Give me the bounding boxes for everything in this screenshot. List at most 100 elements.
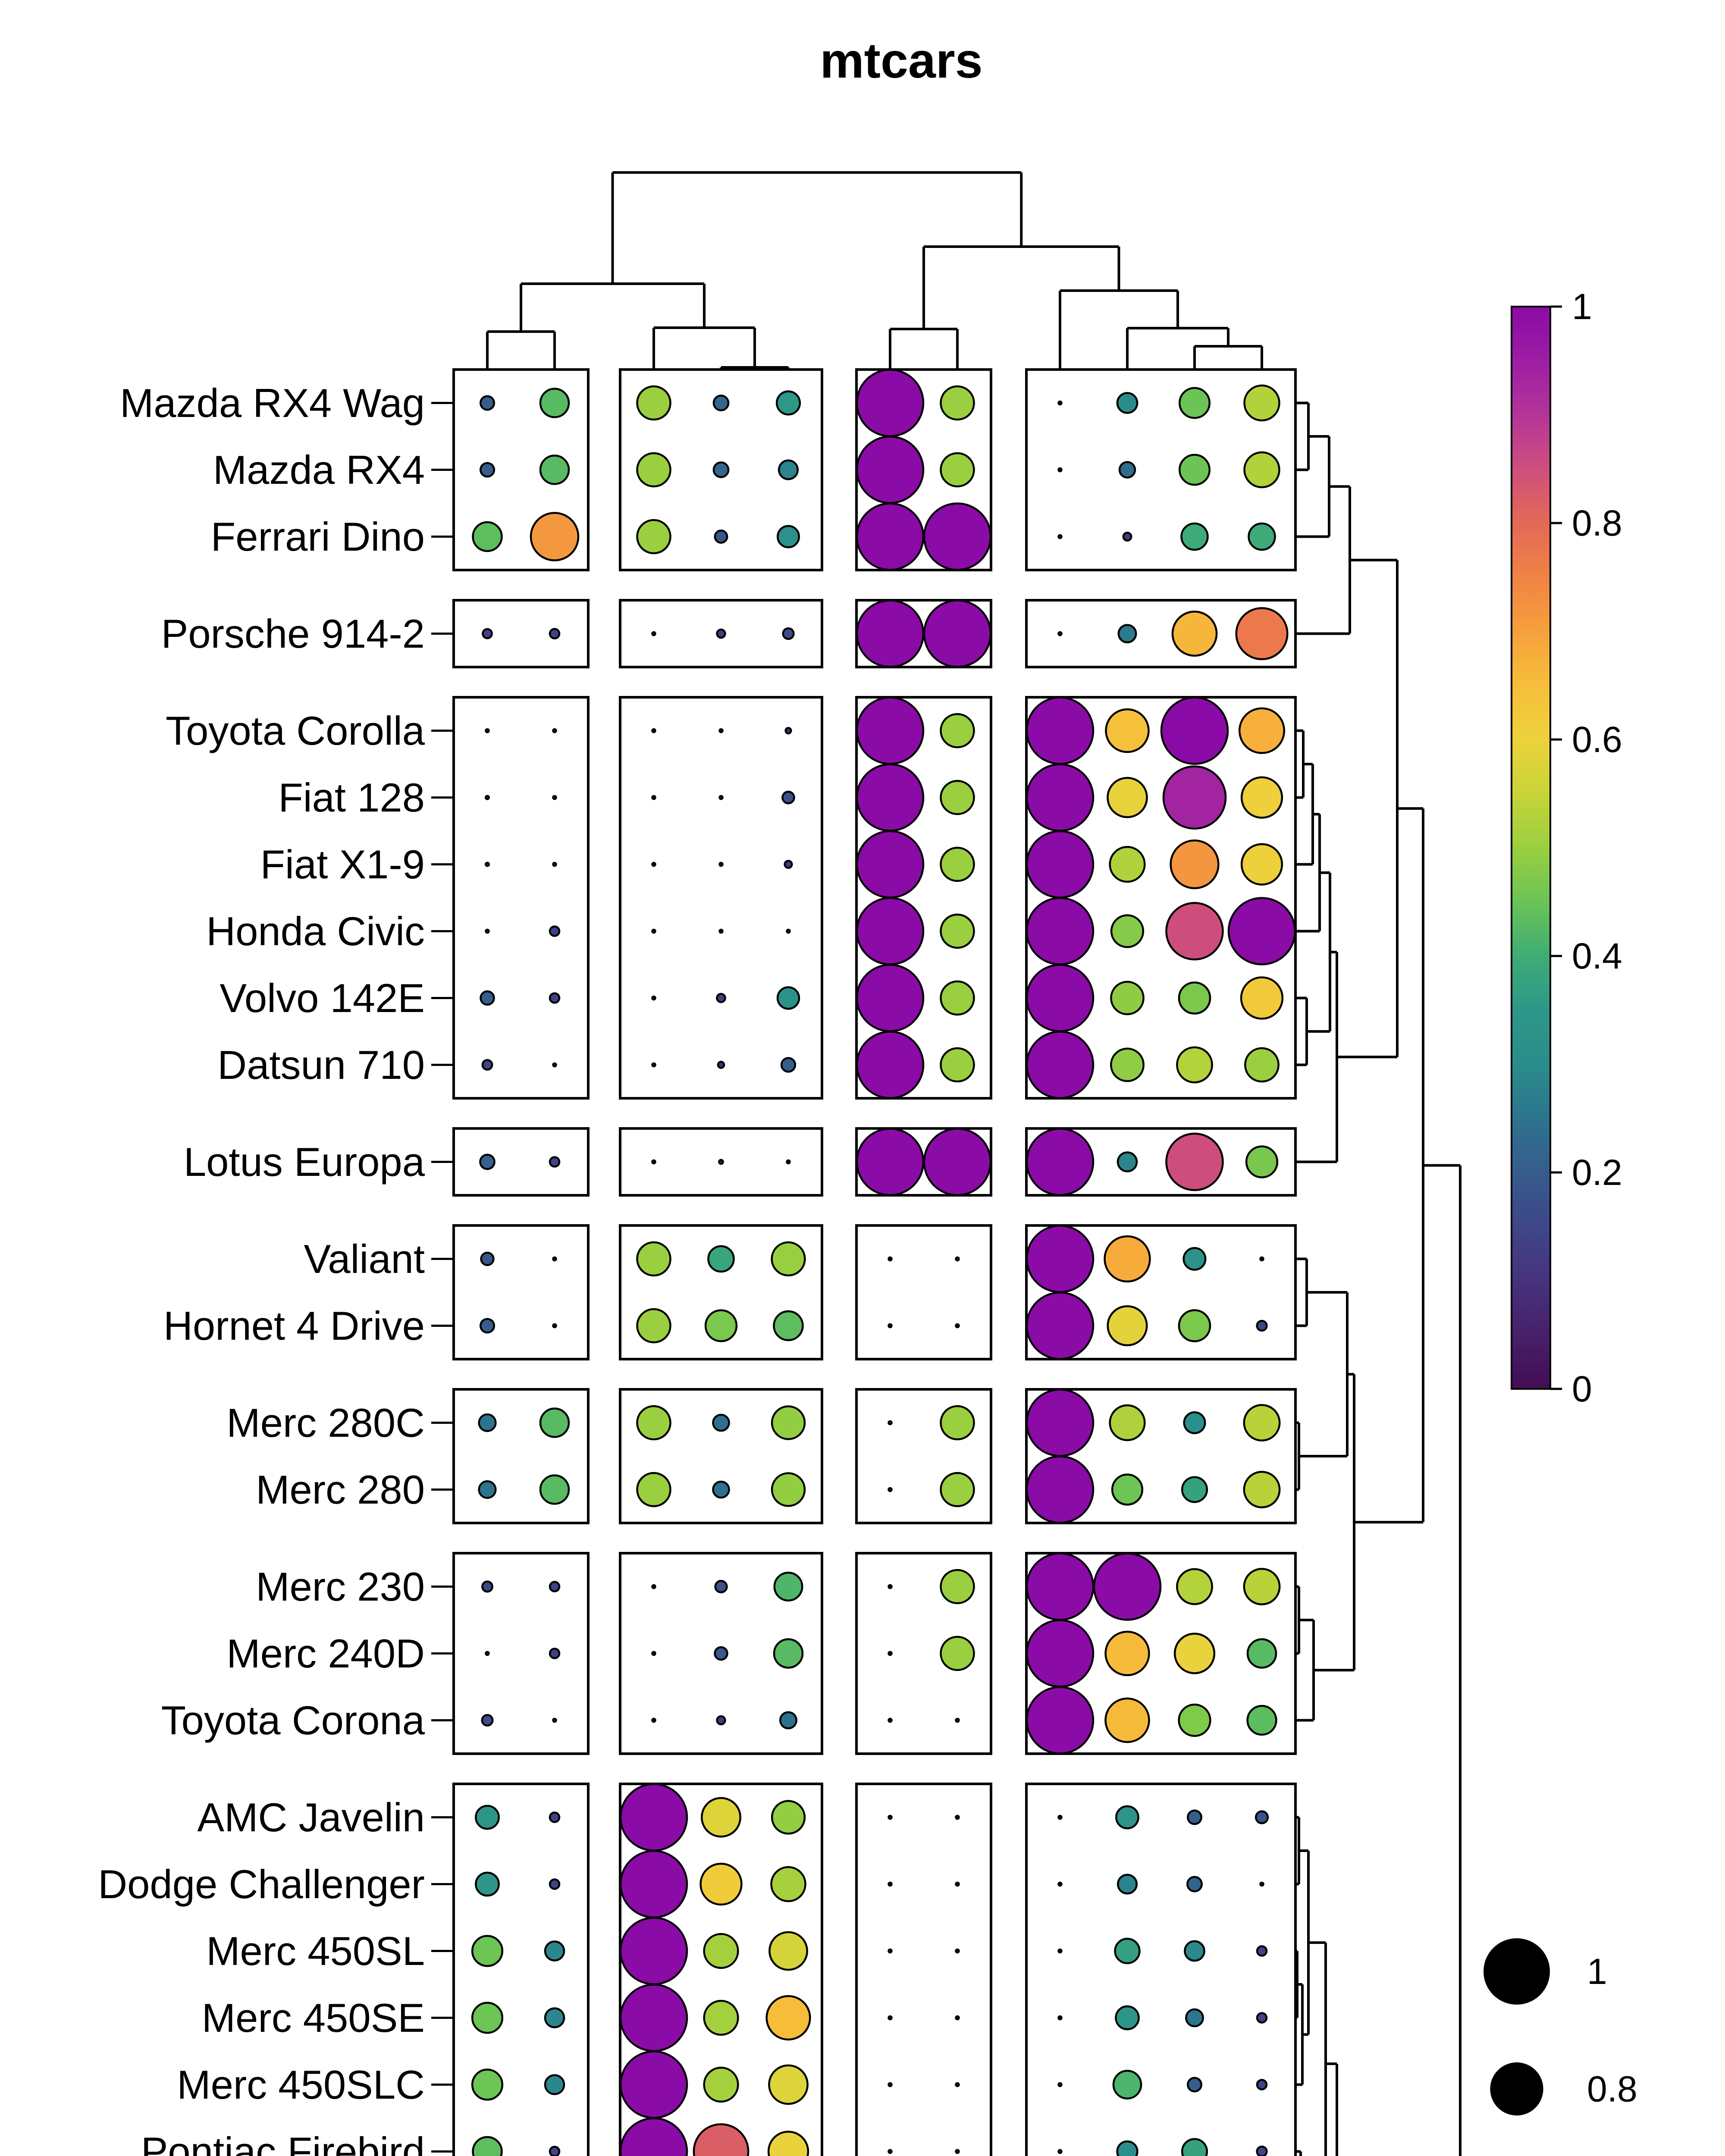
row-axis-ticks	[431, 402, 453, 2153]
bubble	[1186, 1876, 1203, 1893]
bubble	[765, 1995, 811, 2041]
bubble	[1185, 2008, 1204, 2028]
bubble	[1256, 1945, 1268, 1957]
bubble	[552, 862, 557, 867]
bubble	[1173, 1633, 1216, 1674]
cluster-block-box	[855, 1224, 992, 1360]
cluster-block-box	[1025, 599, 1297, 668]
bubble	[478, 1480, 497, 1499]
bubble	[940, 1405, 975, 1441]
bubble	[771, 1800, 806, 1835]
bubble	[1246, 1705, 1277, 1736]
bubble	[1026, 763, 1095, 832]
bubble	[619, 1917, 688, 1985]
bubble	[1256, 1319, 1268, 1332]
bubble	[651, 928, 656, 934]
bubble	[940, 980, 975, 1016]
bubble	[1057, 467, 1063, 473]
colorbar-tick-label: 0.6	[1572, 719, 1622, 760]
row-label: Merc 280	[256, 1467, 425, 1512]
bubble	[636, 1472, 671, 1507]
bubble	[955, 1717, 960, 1723]
row-dendrogram	[1295, 401, 1462, 2156]
bubble	[718, 862, 724, 867]
size-legend: 10.80.60.40.2	[1484, 1938, 1637, 2116]
bubble	[1238, 707, 1286, 754]
bubble	[856, 763, 925, 832]
bubble	[549, 925, 561, 937]
bubble	[1178, 981, 1211, 1015]
bubble	[775, 390, 801, 416]
bubble	[1104, 1630, 1150, 1677]
bubble	[480, 1251, 495, 1266]
bubble	[1026, 964, 1095, 1032]
cluster-block-box	[452, 368, 590, 571]
bubble	[1116, 392, 1138, 414]
bubble	[1117, 624, 1137, 643]
cluster-block-box	[452, 696, 590, 1100]
bubble	[1187, 1809, 1202, 1825]
bubble	[1107, 777, 1148, 818]
bubble	[539, 1407, 570, 1438]
bubble	[1259, 1881, 1264, 1887]
bubble	[940, 452, 975, 488]
colorbar-tick-label: 0.8	[1572, 503, 1622, 543]
bubble	[1178, 1703, 1211, 1737]
bubble	[1110, 1047, 1145, 1082]
bubble	[484, 862, 490, 867]
bubble	[619, 2050, 688, 2119]
bubble	[481, 1059, 493, 1071]
bubble	[651, 1584, 656, 1589]
bubble	[780, 1057, 797, 1073]
bubble	[955, 1323, 960, 1329]
cluster-block-box	[855, 696, 992, 1100]
bubble	[771, 1472, 806, 1507]
bubble	[940, 846, 975, 882]
colorbar-tick-label: 1	[1572, 286, 1592, 327]
bubble	[888, 1256, 893, 1262]
bubble	[1248, 522, 1276, 551]
bubble	[768, 2064, 809, 2105]
bubble	[1256, 2012, 1268, 2024]
bubble	[767, 2131, 809, 2156]
bubble	[472, 2136, 503, 2156]
size-legend-label: 0.8	[1587, 2069, 1637, 2109]
size-legend-dot	[1490, 2062, 1543, 2116]
bubble	[475, 1805, 500, 1830]
bubble	[1115, 1805, 1139, 1830]
bubble	[1057, 1814, 1063, 1820]
bubble	[636, 1308, 671, 1344]
cluster-block-box	[1025, 1224, 1297, 1360]
bubble	[1244, 1047, 1280, 1083]
bubble	[888, 2082, 893, 2087]
row-label: Ferrari Dino	[211, 514, 425, 559]
bubble	[651, 995, 656, 1001]
bubble	[549, 992, 561, 1004]
bubble	[1176, 1568, 1213, 1605]
bubble	[1026, 1291, 1095, 1360]
row-label: Toyota Corolla	[166, 708, 425, 753]
bubble	[1026, 1686, 1095, 1755]
bubble	[552, 1256, 557, 1262]
cluster-block-box	[1025, 1783, 1297, 2156]
bubble	[1179, 454, 1211, 486]
row-label: Merc 450SL	[206, 1928, 425, 1974]
bubble	[714, 1579, 728, 1594]
row-label: Pontiac Firebird	[141, 2129, 425, 2156]
bubble	[1057, 1881, 1063, 1887]
bubble	[773, 1310, 804, 1341]
cluster-block-box	[619, 696, 823, 1100]
bubble	[1026, 1455, 1095, 1524]
bubble	[1178, 1309, 1211, 1342]
bubble	[1243, 1568, 1281, 1605]
bubble	[1057, 2082, 1063, 2087]
bubble	[940, 780, 975, 815]
bubble	[1057, 400, 1063, 406]
bubble	[856, 696, 925, 765]
bubble	[779, 1711, 797, 1730]
bubble	[549, 1878, 561, 1890]
row-label: Honda Civic	[206, 909, 425, 954]
bubble	[940, 1472, 975, 1507]
bubble	[777, 525, 800, 548]
bubble	[1165, 1132, 1224, 1191]
